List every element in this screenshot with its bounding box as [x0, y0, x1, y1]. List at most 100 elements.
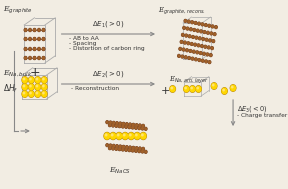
Circle shape: [23, 78, 25, 80]
Circle shape: [141, 127, 144, 130]
Circle shape: [125, 148, 127, 151]
Circle shape: [222, 88, 227, 94]
Circle shape: [145, 128, 147, 130]
Circle shape: [179, 47, 181, 50]
Circle shape: [195, 22, 196, 24]
Circle shape: [38, 57, 40, 60]
Text: - AB to AA: - AB to AA: [69, 36, 99, 41]
Circle shape: [204, 31, 205, 33]
Circle shape: [24, 47, 27, 50]
Circle shape: [116, 122, 118, 125]
Circle shape: [200, 30, 202, 32]
Circle shape: [139, 147, 141, 149]
Circle shape: [109, 124, 111, 127]
Circle shape: [192, 36, 194, 38]
Text: E$_{Na, bulk}$: E$_{Na, bulk}$: [3, 69, 32, 79]
Circle shape: [33, 47, 36, 50]
Circle shape: [119, 145, 122, 148]
Circle shape: [128, 126, 130, 129]
Circle shape: [141, 127, 143, 129]
Circle shape: [43, 85, 44, 87]
Text: E$_{graphite}$: E$_{graphite}$: [3, 5, 33, 16]
Circle shape: [34, 57, 35, 59]
Circle shape: [34, 29, 35, 31]
Circle shape: [140, 132, 146, 139]
Circle shape: [195, 36, 198, 39]
Circle shape: [135, 124, 138, 127]
Circle shape: [129, 146, 131, 149]
Circle shape: [191, 43, 193, 45]
Circle shape: [136, 134, 137, 136]
Circle shape: [193, 29, 195, 31]
Circle shape: [204, 46, 206, 48]
Circle shape: [182, 33, 184, 36]
Circle shape: [211, 32, 212, 34]
Circle shape: [132, 124, 134, 126]
Circle shape: [30, 85, 31, 87]
Circle shape: [222, 88, 227, 94]
Circle shape: [29, 29, 31, 32]
Circle shape: [189, 50, 192, 52]
Circle shape: [41, 84, 47, 90]
Circle shape: [119, 146, 121, 148]
Circle shape: [29, 77, 34, 83]
Text: +: +: [29, 67, 40, 80]
Circle shape: [182, 34, 184, 36]
Circle shape: [208, 46, 210, 49]
Circle shape: [185, 35, 187, 37]
Circle shape: [35, 84, 40, 90]
Circle shape: [201, 45, 203, 47]
Circle shape: [29, 77, 34, 83]
Circle shape: [135, 149, 137, 152]
Circle shape: [119, 122, 121, 125]
Circle shape: [23, 92, 25, 94]
Circle shape: [118, 134, 119, 136]
Circle shape: [109, 121, 112, 124]
Circle shape: [111, 134, 113, 136]
Circle shape: [43, 48, 44, 50]
Circle shape: [135, 133, 140, 139]
Circle shape: [105, 134, 107, 136]
Circle shape: [38, 29, 40, 32]
Circle shape: [190, 28, 192, 31]
Circle shape: [24, 57, 27, 60]
Circle shape: [201, 45, 203, 47]
Circle shape: [184, 41, 186, 44]
Circle shape: [179, 48, 181, 50]
Circle shape: [22, 84, 27, 90]
Circle shape: [122, 148, 124, 151]
Circle shape: [38, 37, 40, 40]
Circle shape: [231, 85, 235, 91]
Circle shape: [199, 52, 202, 54]
Circle shape: [212, 83, 216, 89]
Circle shape: [35, 91, 41, 97]
Circle shape: [190, 28, 192, 30]
Circle shape: [145, 150, 147, 153]
Circle shape: [203, 52, 205, 55]
Circle shape: [209, 39, 211, 42]
Circle shape: [22, 91, 27, 97]
Circle shape: [201, 23, 204, 26]
Circle shape: [128, 149, 130, 151]
Circle shape: [42, 37, 45, 40]
Circle shape: [202, 23, 203, 25]
Circle shape: [134, 132, 140, 139]
Circle shape: [211, 47, 213, 49]
Circle shape: [122, 148, 124, 151]
Circle shape: [115, 148, 117, 150]
Circle shape: [141, 133, 146, 139]
Circle shape: [141, 150, 143, 153]
Circle shape: [112, 147, 114, 149]
Circle shape: [181, 55, 183, 58]
Circle shape: [185, 87, 186, 89]
Circle shape: [29, 91, 34, 97]
Circle shape: [122, 145, 125, 148]
Circle shape: [29, 57, 31, 60]
Circle shape: [105, 133, 110, 139]
Circle shape: [126, 123, 128, 125]
Circle shape: [204, 45, 206, 48]
Circle shape: [109, 124, 111, 126]
Circle shape: [24, 29, 26, 31]
Circle shape: [215, 26, 217, 29]
Circle shape: [196, 51, 198, 53]
